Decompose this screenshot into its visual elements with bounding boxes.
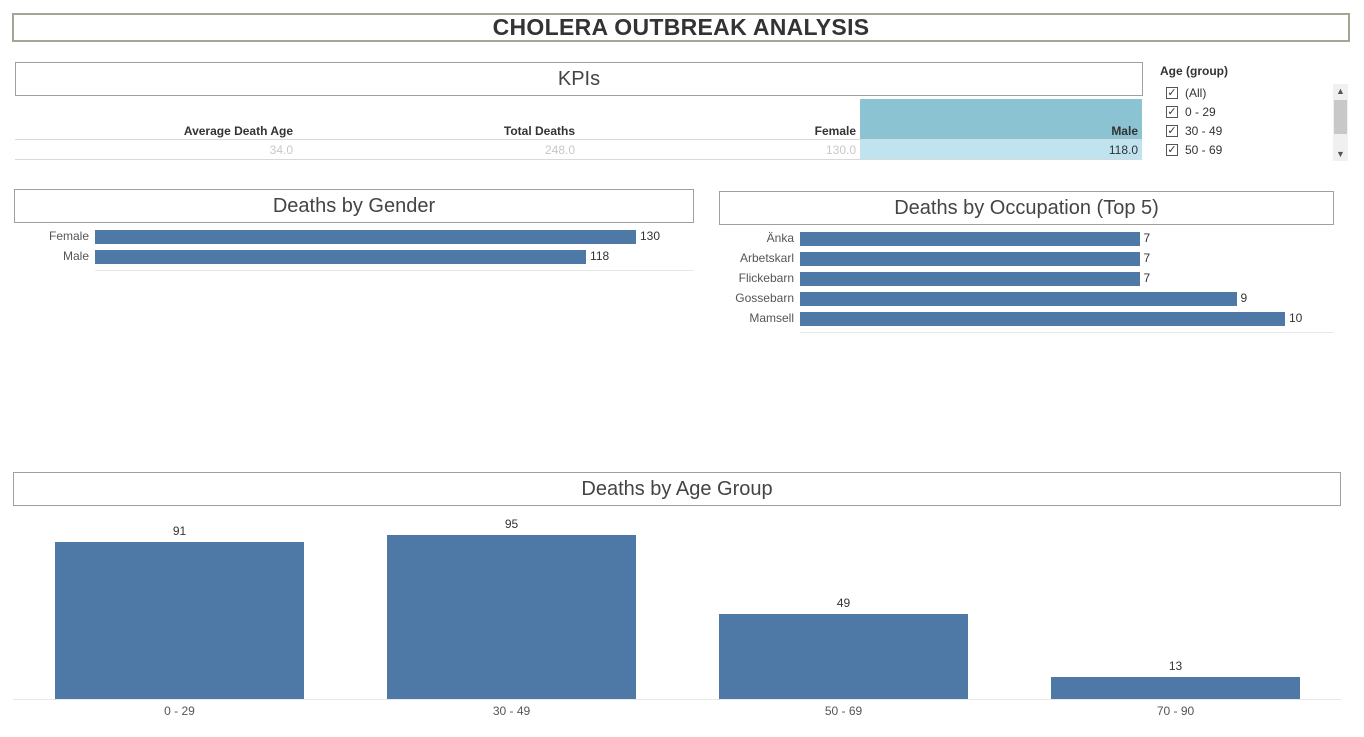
bar-label: Änka: [766, 231, 794, 245]
bar-value-label: 13: [1168, 658, 1183, 673]
kpi-value-total-deaths[interactable]: 248.0: [544, 143, 575, 157]
bar-label: Arbetskarl: [739, 251, 794, 265]
kpi-value-female[interactable]: 130.0: [825, 143, 856, 157]
bar[interactable]: [800, 252, 1140, 266]
scroll-down-icon[interactable]: ▼: [1336, 149, 1345, 159]
filter-item-50-69[interactable]: ✓ 50 - 69: [1166, 140, 1326, 159]
bar-value-label: 118: [590, 249, 610, 263]
filter-scrollbar[interactable]: ▲ ▼: [1333, 84, 1348, 161]
x-tick-label: 30 - 49: [492, 704, 531, 718]
scroll-up-icon[interactable]: ▲: [1336, 86, 1345, 96]
bar[interactable]: [800, 312, 1285, 326]
kpi-header-female[interactable]: Female: [814, 124, 856, 138]
dashboard-title: CHOLERA OUTBREAK ANALYSIS: [12, 13, 1350, 42]
checkbox-checked-icon[interactable]: ✓: [1166, 105, 1178, 118]
bar-value-label: 49: [836, 596, 851, 611]
checkbox-checked-icon[interactable]: ✓: [1166, 86, 1178, 99]
bar-value-label: 10: [1289, 311, 1303, 325]
bar-value-label: 7: [1143, 231, 1151, 245]
axis-line: [800, 332, 1334, 333]
age-group-filter-title: Age (group): [1160, 64, 1228, 78]
checkbox-checked-icon[interactable]: ✓: [1166, 143, 1178, 156]
axis-line: [95, 270, 694, 271]
age-chart-title: Deaths by Age Group: [13, 472, 1341, 506]
bar[interactable]: [800, 272, 1140, 286]
scroll-thumb[interactable]: [1334, 100, 1347, 134]
bar[interactable]: [95, 250, 587, 264]
age-group-filter-list: ✓ (All) ✓ 0 - 29 ✓ 30 - 49 ✓ 50 - 69: [1166, 83, 1326, 159]
bar[interactable]: [800, 292, 1237, 306]
bar-value-label: 130: [640, 229, 661, 243]
bar[interactable]: [387, 535, 636, 699]
checkbox-checked-icon[interactable]: ✓: [1166, 124, 1178, 137]
x-tick-label: 50 - 69: [824, 704, 863, 718]
x-tick-label: 70 - 90: [1156, 704, 1195, 718]
x-tick-label: 0 - 29: [164, 704, 195, 718]
kpi-divider-bottom: [15, 159, 1142, 160]
gender-chart-title: Deaths by Gender: [14, 189, 694, 223]
kpi-value-average-death-age[interactable]: 34.0: [269, 143, 293, 157]
filter-item-label: 50 - 69: [1185, 142, 1223, 157]
kpi-section-title: KPIs: [15, 62, 1143, 96]
bar[interactable]: [95, 230, 636, 244]
bar-label: Flickebarn: [738, 271, 794, 285]
bar[interactable]: [1051, 676, 1300, 699]
filter-item-label: (All): [1185, 85, 1207, 100]
bar-value-label: 7: [1143, 271, 1151, 285]
filter-item-0-29[interactable]: ✓ 0 - 29: [1166, 102, 1326, 121]
bar[interactable]: [719, 614, 968, 699]
bar-value-label: 91: [172, 523, 187, 538]
bar-value-label: 95: [504, 517, 519, 531]
kpi-value-male[interactable]: 118.0: [1108, 143, 1138, 157]
occupation-chart-title: Deaths by Occupation (Top 5): [719, 191, 1334, 225]
bar-value-label: 9: [1240, 291, 1248, 305]
bar-label: Mamsell: [749, 311, 794, 325]
age-bar-chart: 91 0 - 29 95 30 - 49 49 50 - 69 13 70 - 90: [13, 506, 1341, 737]
bar-label: Female: [48, 229, 89, 243]
occupation-bar-chart: Änka 7 Arbetskarl 7 Flickebarn 7 Gossebarn 9 Mam…: [719, 229, 1334, 333]
kpi-header-male[interactable]: Male: [1111, 124, 1138, 138]
bar-label: Male: [62, 249, 89, 263]
kpi-male-value-highlight[interactable]: [860, 140, 1142, 159]
filter-item-all[interactable]: ✓ (All): [1166, 83, 1326, 102]
x-axis-line: [13, 699, 1341, 700]
bar-value-label: 7: [1143, 251, 1151, 265]
filter-item-30-49[interactable]: ✓ 30 - 49: [1166, 121, 1326, 140]
filter-item-label: 0 - 29: [1185, 104, 1216, 119]
kpi-header-average-death-age[interactable]: Average Death Age: [183, 124, 293, 138]
kpi-header-total-deaths[interactable]: Total Deaths: [503, 124, 575, 138]
gender-bar-chart: Female 130 Male 118: [14, 227, 694, 271]
kpi-divider-top: [15, 139, 1142, 140]
bar-label: Gossebarn: [735, 291, 794, 305]
filter-item-label: 30 - 49: [1185, 123, 1223, 138]
kpi-male-header-highlight[interactable]: [860, 99, 1142, 139]
bar[interactable]: [800, 232, 1140, 246]
bar[interactable]: [55, 541, 304, 699]
